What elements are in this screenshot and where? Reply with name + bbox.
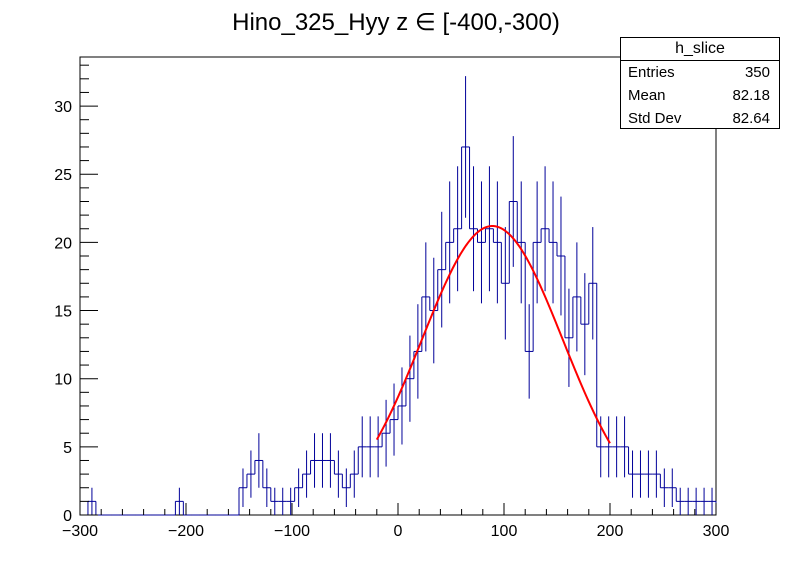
y-tick-label: 0 (63, 508, 72, 525)
x-tick-label: −200 (168, 523, 204, 540)
stats-row-stddev: Std Dev 82.64 (621, 107, 779, 130)
gaussian-fit (375, 225, 611, 444)
x-tick-label: 300 (703, 523, 730, 540)
x-tick-label: 0 (394, 523, 403, 540)
y-tick-label: 30 (54, 99, 72, 116)
x-tick-label: −300 (62, 523, 98, 540)
stats-label: Std Dev (628, 110, 682, 127)
stats-box: h_slice Entries 350 Mean 82.18 Std Dev 8… (620, 37, 780, 129)
y-tick-label: 25 (54, 167, 72, 184)
stats-label: Entries (628, 64, 675, 81)
x-tick-label: 100 (491, 523, 518, 540)
y-tick-label: 5 (63, 440, 72, 457)
stats-value: 82.18 (732, 87, 770, 104)
y-tick-label: 10 (54, 372, 72, 389)
stats-row-entries: Entries 350 (621, 61, 779, 84)
stats-row-mean: Mean 82.18 (621, 84, 779, 107)
stats-value: 82.64 (732, 110, 770, 127)
stats-title: h_slice (621, 38, 779, 61)
x-tick-label: −100 (274, 523, 310, 540)
stats-label: Mean (628, 87, 666, 104)
chart-title: Hino_325_Hyy z ∈ [-400,-300) (232, 9, 560, 36)
x-tick-label: 200 (597, 523, 624, 540)
fit-curve (375, 225, 611, 444)
error-bars (91, 76, 713, 515)
stats-value: 350 (744, 64, 770, 81)
y-tick-label: 15 (54, 304, 72, 321)
histogram-bars (80, 146, 717, 516)
axis-ticks: −300 −200 −100 0 100 200 300 0 5 10 15 20 25 30 (54, 64, 730, 540)
y-tick-label: 20 (54, 235, 72, 252)
